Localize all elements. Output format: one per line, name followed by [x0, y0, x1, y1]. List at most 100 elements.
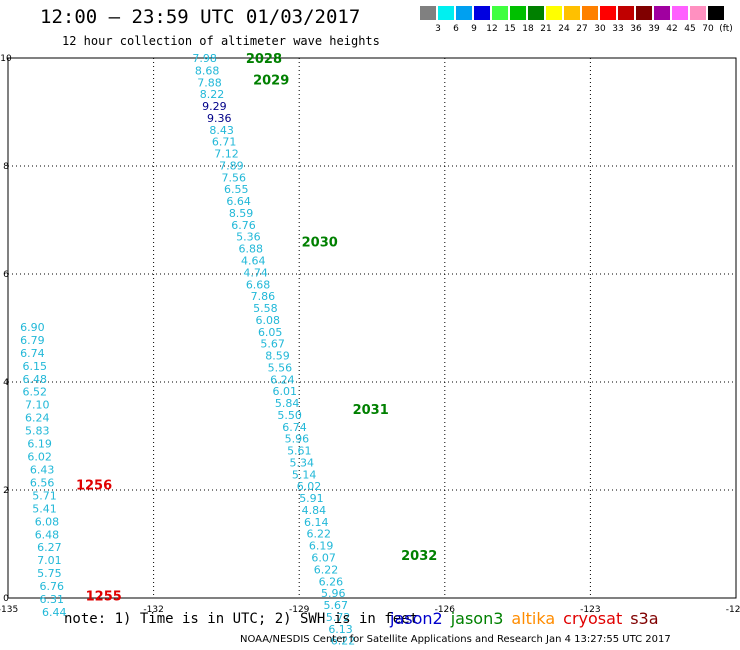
swh-value: 6.22: [314, 563, 339, 576]
swh-value: 5.50: [277, 409, 302, 422]
y-tick-label: 0: [3, 594, 9, 604]
swh-value: 6.02: [27, 451, 52, 464]
swh-value: 5.71: [32, 489, 57, 502]
legend-label: 70: [702, 24, 714, 34]
swh-value: 6.13: [328, 623, 353, 636]
legend-swatch: [690, 6, 706, 20]
swh-value: 5.91: [299, 492, 324, 505]
legend-label: 9: [471, 24, 477, 34]
swh-value: 6.52: [23, 386, 47, 399]
legend-label: 3: [435, 24, 441, 34]
legend-swatch: [618, 6, 634, 20]
swh-value: 7.86: [251, 290, 276, 303]
satellite-legend: jason2 jason3 altika cryosat s3a: [390, 609, 667, 628]
swh-value: 5.96: [285, 433, 310, 446]
map-subtitle: 12 hour collection of altimeter wave hei…: [62, 34, 380, 48]
legend-swatch: [564, 6, 580, 20]
legend-swatch: [708, 6, 724, 20]
legend-swatch: [474, 6, 490, 20]
swh-value: 6.22: [306, 528, 331, 541]
swh-value: 4.74: [243, 266, 267, 279]
swh-value: 5.61: [287, 445, 312, 458]
legend-label: 33: [612, 24, 624, 34]
swh-value: 7.88: [197, 76, 222, 89]
legend-unit: (ft): [719, 24, 733, 34]
swh-value: 6.05: [258, 326, 283, 339]
swh-value: 5.67: [260, 338, 285, 351]
swh-value: 7.89: [219, 159, 244, 172]
satellite-s3a: s3a: [630, 609, 659, 628]
swh-value: 6.90: [20, 321, 44, 334]
swh-value: 5.14: [292, 468, 317, 481]
y-tick-label: 10: [0, 54, 12, 64]
swh-value: 7.01: [37, 554, 62, 567]
swh-value: 6.64: [226, 195, 251, 208]
swh-value: 6.76: [231, 219, 256, 232]
satellite-cryosat: cryosat: [563, 609, 623, 628]
legend-swatch: [636, 6, 652, 20]
legend-swatch: [582, 6, 598, 20]
pass-label: 1255: [86, 589, 122, 604]
x-tick-label: -129: [289, 605, 310, 615]
satellite-altika: altika: [511, 609, 556, 628]
x-tick-label: -132: [143, 605, 163, 615]
legend-label: 6: [453, 24, 459, 34]
swh-value: 4.64: [241, 255, 266, 268]
x-tick-label: -126: [435, 605, 456, 615]
swh-value: 8.43: [209, 124, 234, 137]
legend-swatch: [456, 6, 472, 20]
pass-label: 2030: [302, 236, 338, 251]
legend-label: 45: [684, 24, 696, 34]
swh-value: 9.36: [207, 112, 232, 125]
swh-value: 6.56: [30, 476, 55, 489]
swh-value: 6.55: [224, 183, 249, 196]
swh-value: 6.79: [20, 334, 44, 347]
swh-value: 7.56: [222, 171, 247, 184]
legend-label: 36: [630, 24, 642, 34]
swh-value: 5.34: [289, 456, 314, 469]
swh-value: 6.01: [273, 385, 298, 398]
legend-swatch: [546, 6, 562, 20]
swh-value: 6.19: [27, 438, 52, 451]
swh-value: 6.19: [309, 540, 334, 553]
legend-label: 24: [558, 24, 570, 34]
swh-value: 5.83: [25, 425, 49, 438]
pass-label: 2032: [401, 549, 437, 564]
satellite-jason2: jason2: [390, 609, 443, 628]
legend-swatch: [420, 6, 436, 20]
swh-value: 6.88: [239, 243, 263, 256]
legend-label: 27: [576, 24, 588, 34]
map-frame: [7, 57, 737, 599]
map-title: 12:00 – 23:59 UTC 01/03/2017: [40, 6, 361, 28]
legend-swatch: [438, 6, 454, 20]
swh-value: 6.24: [270, 373, 295, 386]
y-tick-label: 6: [3, 270, 9, 280]
swh-value: 5.96: [321, 587, 346, 600]
swh-value: 6.68: [246, 278, 271, 291]
swh-value: 6.74: [282, 421, 307, 434]
swh-value: 7.10: [25, 399, 49, 412]
swh-value: 7.12: [214, 148, 239, 161]
swh-value: 5.84: [275, 397, 300, 410]
satellite-jason3: jason3: [450, 609, 504, 628]
swh-value: 7.98: [192, 52, 217, 65]
swh-value: 5.67: [323, 599, 348, 612]
swh-value: 6.08: [256, 314, 281, 327]
swh-value: 9.29: [202, 100, 227, 113]
legend-swatch: [528, 6, 544, 20]
swh-value: 6.76: [40, 580, 64, 593]
x-tick-label: -135: [0, 605, 18, 615]
swh-value: 6.24: [25, 412, 49, 425]
swh-value: 5.58: [253, 302, 277, 315]
swh-value: 5.41: [32, 502, 57, 515]
swh-value: 6.22: [331, 635, 356, 648]
swh-value: 6.44: [42, 606, 66, 619]
swh-value: 5.72: [326, 611, 351, 624]
legend-swatch: [672, 6, 688, 20]
swh-value: 6.74: [20, 347, 44, 360]
legend-label: 15: [504, 24, 516, 34]
swh-value: 6.08: [35, 515, 60, 528]
legend-label: 30: [594, 24, 606, 34]
x-tick-label: -123: [580, 605, 600, 615]
